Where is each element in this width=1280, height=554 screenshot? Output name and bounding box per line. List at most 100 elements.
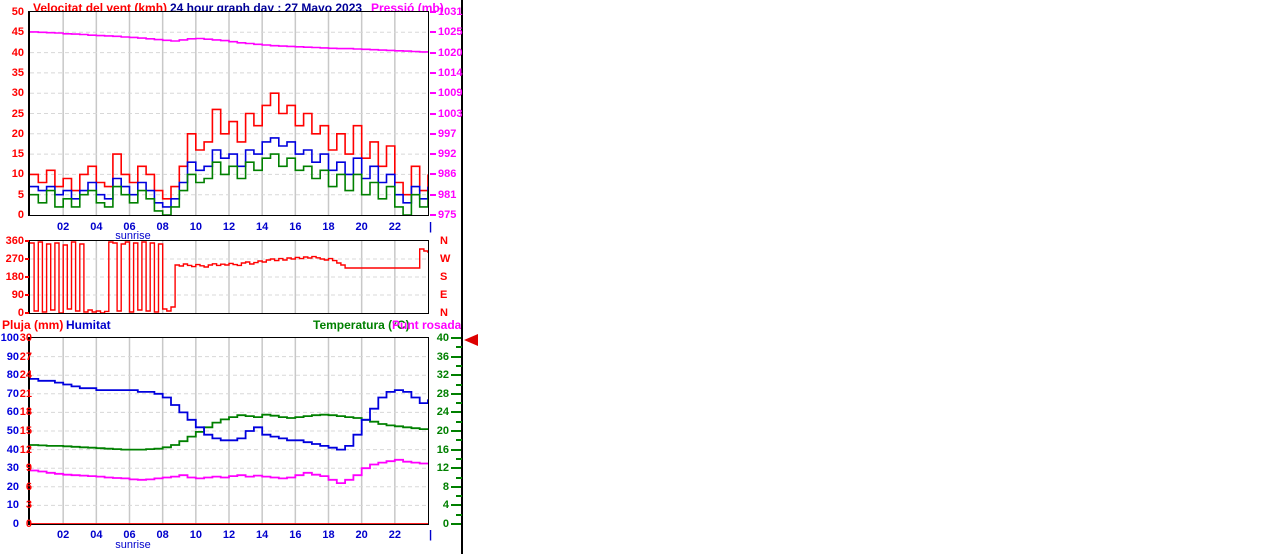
x-tick-top: 10 [189,221,202,233]
humidity-y-tick: 70 [6,387,19,400]
temperature-tick-major [451,485,461,488]
temperature-y-tick: 24 [436,406,449,419]
x-tick-top: 02 [57,221,70,233]
temperature-tick-minor [456,476,462,479]
x-tick-top: 08 [156,221,169,233]
rain-y-tick: 18 [19,406,32,419]
humidity-y-tick: 80 [6,369,19,382]
temperature-y-tick: 8 [442,480,449,493]
humidity-y-tick: 10 [6,499,19,512]
sunrise-label-bottom: sunrise [115,539,151,551]
rain-y-tick: 12 [19,443,32,456]
sunrise-label-top: sunrise [115,230,151,242]
dew-point-axis-title: Punt rosada [392,318,462,332]
temperature-y-tick: 36 [436,350,449,363]
humidity-y-tick: 30 [6,462,19,475]
wind-y-tick: 45 [11,26,24,39]
rain-y-tick: 30 [19,332,32,344]
pressure-y-tick: 1009 [438,87,463,100]
pressure-tick-mark [430,31,436,34]
direction-tick-mark [25,258,29,260]
pressure-tick-mark [430,51,436,54]
direction-tick-mark [25,276,29,278]
temperature-y-tick: 28 [436,387,449,400]
x-tick-bottom: 12 [222,529,236,541]
wind-direction-chart [28,240,429,314]
temperature-tick-minor [456,420,462,423]
x-tick-bottom: 20 [355,529,368,541]
rain-y-tick: 3 [25,499,32,512]
pressure-y-tick: 981 [438,188,457,201]
temperature-tick-major [451,430,461,432]
pressure-tick-mark [430,193,436,196]
red-arrow-marker-icon [464,334,478,346]
temperature-tick-major [451,411,461,414]
divider-line [461,0,463,554]
temperature-tick-major [451,467,461,470]
x-tick-bottom: 16 [289,529,302,541]
x-tick-top: 04 [90,221,103,233]
pressure-tick-mark [430,92,436,95]
temperature-tick-minor [456,439,462,442]
temperature-y-tick: 40 [436,332,449,344]
humidity-y-tick: 40 [6,443,19,456]
temperature-y-tick: 0 [442,518,449,530]
temperature-tick-major [451,523,461,525]
x-tick-top: 16 [289,221,302,233]
pressure-y-tick: 1014 [438,66,463,79]
rain-y-tick: 6 [25,480,32,493]
x-tick-top: 22 [388,221,401,233]
temperature-y-tick: 20 [436,425,449,437]
x-tick-top: 20 [355,221,368,233]
compass-y-tick: N [440,235,448,247]
x-end-mark-bottom: | [429,529,433,541]
temperature-tick-minor [456,364,462,367]
wind-y-tick: 15 [11,148,24,161]
direction-tick-mark [25,294,29,296]
wind-y-tick: 5 [17,188,24,201]
pressure-y-tick: 986 [438,168,457,181]
x-tick-top: 14 [256,221,269,233]
temperature-tick-minor [456,383,462,386]
x-tick-bottom: 04 [90,529,103,541]
pressure-tick-mark [430,112,436,115]
direction-tick-mark [25,312,29,314]
wind-y-tick: 20 [11,127,24,140]
x-tick-bottom: 02 [57,529,70,541]
rain-y-tick: 24 [19,369,32,382]
pressure-tick-mark [430,173,436,176]
temperature-tick-minor [456,402,462,405]
temperature-tick-major [451,504,461,507]
pressure-tick-mark [430,214,436,216]
rain-y-tick: 9 [25,462,32,475]
wind-speed-pressure-chart [28,11,429,216]
x-tick-bottom: 10 [189,529,202,541]
rain-axis-title: Pluja (mm) [2,318,64,332]
pressure-y-tick: 1031 [438,6,463,18]
wind-y-tick: 35 [11,66,24,79]
temperature-y-tick: 4 [442,499,449,512]
x-tick-bottom: 14 [256,529,269,541]
pressure-y-tick: 1020 [438,46,463,59]
x-tick-bottom: 06 [123,529,136,541]
humidity-y-tick: 60 [6,406,19,419]
wind-y-tick: 30 [11,87,24,100]
direction-y-tick: 180 [5,271,24,283]
pressure-y-tick: 975 [438,209,457,221]
x-tick-bottom: 18 [322,529,335,541]
temperature-tick-minor [456,346,462,349]
x-tick-top: 18 [322,221,335,233]
pressure-y-tick: 1003 [438,107,463,120]
wind-y-tick: 10 [11,168,24,181]
direction-y-tick: 0 [17,307,24,319]
direction-y-tick: 360 [5,235,24,247]
rain-y-tick: 15 [19,425,32,437]
wind-y-tick: 50 [11,6,24,18]
direction-y-tick: 90 [11,289,24,301]
pressure-y-tick: 1025 [438,26,463,39]
wind-y-tick: 25 [11,107,24,120]
pressure-y-tick: 992 [438,148,457,161]
rain-y-tick: 27 [19,350,32,363]
compass-y-tick: N [440,307,448,319]
